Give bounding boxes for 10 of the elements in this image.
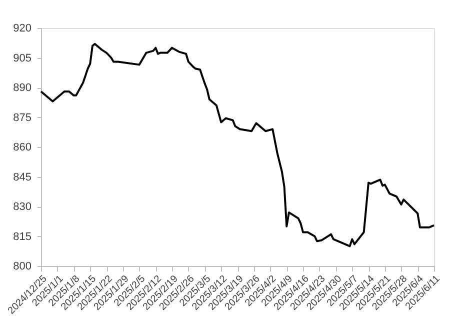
y-tick-label: 830 [13, 201, 32, 213]
y-tick-label: 815 [13, 230, 32, 243]
y-tick-label: 845 [13, 171, 32, 184]
y-tick-label: 905 [13, 52, 32, 64]
line-series [40, 42, 435, 248]
y-tick-label: 800 [13, 260, 32, 272]
y-tick-label: 890 [13, 82, 32, 94]
y-tick-label: 860 [13, 142, 32, 154]
y-tick-label: 920 [13, 22, 32, 34]
y-tick-label: 875 [13, 112, 32, 124]
